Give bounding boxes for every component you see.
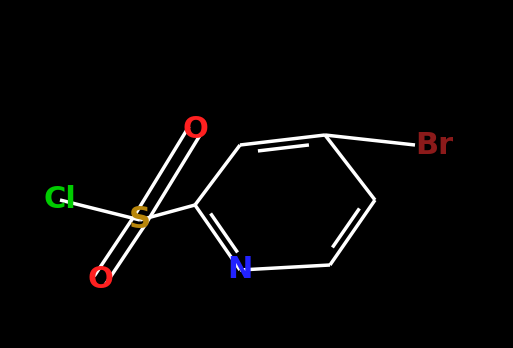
Text: N: N [227,255,253,285]
Text: O: O [182,116,208,144]
Text: S: S [129,206,151,235]
Text: Br: Br [415,130,453,159]
Text: O: O [87,266,113,294]
Text: Cl: Cl [44,185,76,214]
